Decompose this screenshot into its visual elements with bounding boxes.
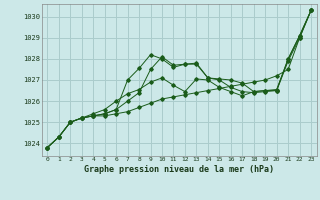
- X-axis label: Graphe pression niveau de la mer (hPa): Graphe pression niveau de la mer (hPa): [84, 165, 274, 174]
